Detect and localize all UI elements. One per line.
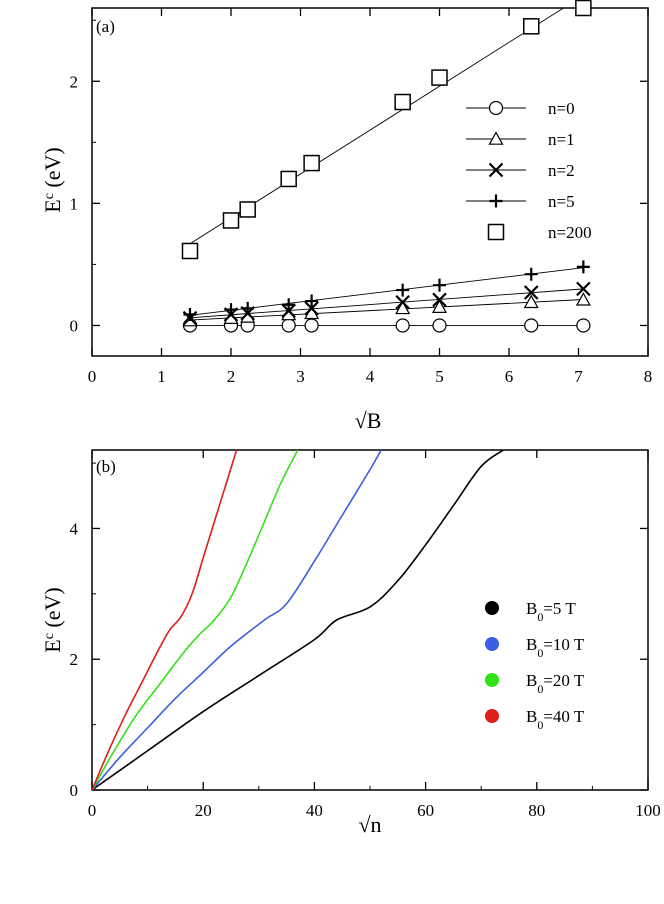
x-tick-label: 3 <box>296 367 305 386</box>
data-point-n=200 <box>239 201 256 218</box>
data-point-n=5 <box>282 298 296 312</box>
x-tick-label: 60 <box>417 801 434 820</box>
data-point-n=5 <box>576 260 590 274</box>
fit-line-n=1 <box>189 299 584 321</box>
panel-a-data-marks <box>181 0 592 333</box>
x-tick-label: 1 <box>157 367 166 386</box>
panel-b-label: (b) <box>96 457 116 476</box>
legend-marker-n=1 <box>488 131 504 145</box>
data-point-n=2 <box>523 285 539 300</box>
series-line-10-T <box>91 449 382 791</box>
y-tick-label: 0 <box>70 781 79 800</box>
panel-b-ticks: 0 20 40 60 80 100 0 2 4 <box>70 450 661 820</box>
panel-a-x-axis-title: √B <box>355 408 382 433</box>
data-point-n=0 <box>524 318 539 333</box>
panel-a-plot-frame <box>91 7 649 357</box>
x-tick-label: 5 <box>435 367 444 386</box>
y-tick-label: 0 <box>70 316 79 335</box>
legend-marker-n=5 <box>489 194 503 208</box>
legend-marker-n=2 <box>488 162 504 178</box>
data-point-n=1 <box>523 294 539 309</box>
legend-label: B0=20 T <box>526 671 585 696</box>
data-point-n=2 <box>432 292 447 308</box>
data-point-n=0 <box>432 318 447 333</box>
data-point-n=5 <box>524 267 538 281</box>
x-tick-label: 0 <box>88 801 97 820</box>
x-tick-label: 6 <box>505 367 514 386</box>
legend-label: n=2 <box>548 161 575 180</box>
data-point-n=5 <box>305 294 319 308</box>
panel-b-y-axis-title: Ec (eV) <box>40 587 65 652</box>
data-point-n=200 <box>575 0 592 17</box>
data-point-n=5 <box>433 278 446 292</box>
panel-a-fit-lines <box>189 7 584 326</box>
legend-label: B0=40 T <box>526 707 585 732</box>
panel-a-y-axis-title: Ec (eV) <box>40 147 65 212</box>
series-line-40-T <box>91 449 238 791</box>
panel-b-plot-frame <box>91 449 649 791</box>
data-point-n=5 <box>396 283 410 297</box>
legend-dot <box>485 601 499 615</box>
data-point-n=5 <box>183 307 197 321</box>
x-tick-label: 100 <box>635 801 661 820</box>
data-point-n=200 <box>280 170 297 188</box>
y-tick-label: 2 <box>70 650 79 669</box>
data-point-n=200 <box>522 18 540 35</box>
fit-line-n=5 <box>189 267 584 316</box>
legend-label: n=1 <box>548 130 575 149</box>
panel-a-legend: n=0 n=1 n=2 n=5 n=200 <box>466 99 592 242</box>
data-point-n=1 <box>575 292 591 306</box>
data-point-n=1 <box>395 300 411 315</box>
data-point-n=1 <box>431 299 448 313</box>
legend-label: n=0 <box>548 99 575 118</box>
data-point-n=200 <box>394 93 411 111</box>
panel-a: (a) 0 1 2 3 4 5 6 7 8 0 1 2 n=0 n=1 n=2 n=5 n=200 √B Ec… <box>40 0 653 433</box>
panel-b-x-axis-title: √n <box>358 812 381 837</box>
x-tick-label: 20 <box>195 801 212 820</box>
x-tick-label: 8 <box>644 367 653 386</box>
x-tick-label: 4 <box>366 367 375 386</box>
y-tick-label: 4 <box>70 519 79 538</box>
data-point-n=2 <box>576 281 591 297</box>
series-line-5-T <box>91 449 504 791</box>
series-line-20-T <box>91 449 299 791</box>
data-point-n=0 <box>576 318 591 333</box>
legend-label: B0=10 T <box>526 635 585 660</box>
panel-a-label: (a) <box>96 17 115 36</box>
x-tick-label: 80 <box>528 801 545 820</box>
data-point-n=0 <box>281 318 296 333</box>
legend-label: n=200 <box>548 223 592 242</box>
panel-b: (b) 0 20 40 60 80 100 0 2 4 B0=5 T B0=10 T B0=20 T… <box>40 449 661 837</box>
data-point-n=0 <box>304 318 319 333</box>
data-point-n=200 <box>303 154 320 172</box>
data-point-n=200 <box>222 212 240 229</box>
panel-b-legend: B0=5 T B0=10 T B0=20 T B0=40 T <box>485 599 585 732</box>
data-point-n=5 <box>224 303 238 317</box>
data-point-n=200 <box>431 69 448 86</box>
legend-dot <box>485 709 499 723</box>
legend-label: n=5 <box>548 192 575 211</box>
fit-line-n=2 <box>189 288 584 319</box>
x-tick-label: 7 <box>574 367 583 386</box>
x-tick-label: 2 <box>227 367 236 386</box>
data-point-n=5 <box>241 301 255 315</box>
data-point-n=0 <box>395 318 410 333</box>
panel-a-ticks: 0 1 2 3 4 5 6 7 8 0 1 2 <box>70 8 653 386</box>
legend-dot <box>485 673 499 687</box>
legend-marker-n=0 <box>488 100 504 116</box>
data-point-n=200 <box>181 242 199 260</box>
y-tick-label: 1 <box>70 194 79 213</box>
x-tick-label: 40 <box>306 801 323 820</box>
legend-label: B0=5 T <box>526 599 576 624</box>
data-point-n=2 <box>395 294 410 310</box>
legend-dot <box>485 637 499 651</box>
legend-marker-n=200 <box>487 223 505 241</box>
y-tick-label: 2 <box>70 72 79 91</box>
panel-b-series-lines <box>91 449 504 791</box>
data-point-n=2 <box>304 301 319 316</box>
x-tick-label: 0 <box>88 367 97 386</box>
